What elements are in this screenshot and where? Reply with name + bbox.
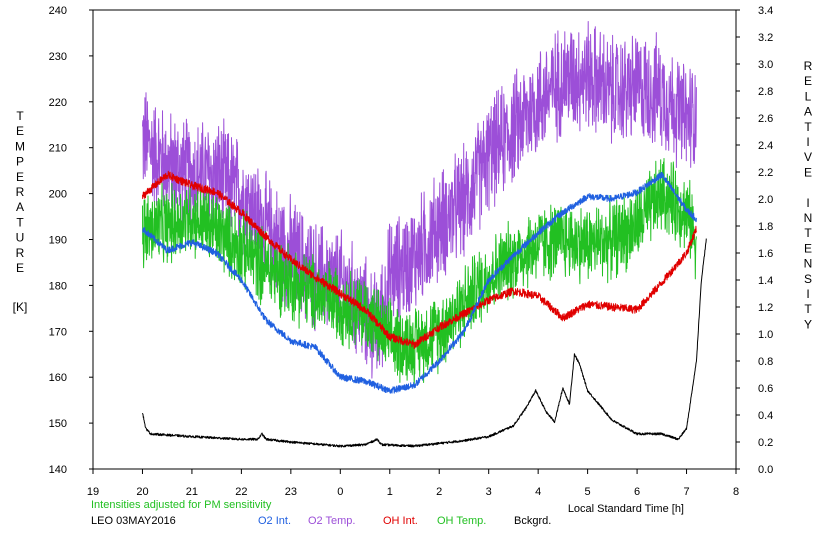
right-axis-letter: N bbox=[804, 211, 813, 225]
right-axis-letter: N bbox=[804, 257, 813, 271]
x-tick-label: 22 bbox=[235, 486, 247, 498]
right-tick-label: 2.8 bbox=[758, 86, 773, 98]
left-tick-label: 230 bbox=[49, 51, 67, 63]
x-axis-label: Local Standard Time [h] bbox=[568, 503, 684, 515]
right-axis-letter: E bbox=[804, 165, 812, 179]
x-tick-label: 5 bbox=[585, 486, 591, 498]
right-axis-letter: I bbox=[806, 135, 809, 149]
left-tick-label: 190 bbox=[49, 235, 67, 247]
right-tick-label: 2.6 bbox=[758, 113, 773, 125]
left-tick-label: 140 bbox=[49, 464, 67, 476]
right-tick-label: 1.6 bbox=[758, 248, 773, 260]
right-tick-label: 0.6 bbox=[758, 383, 773, 395]
right-tick-label: 0.4 bbox=[758, 410, 773, 422]
right-tick-label: 2.2 bbox=[758, 167, 773, 179]
x-tick-label: 21 bbox=[186, 486, 198, 498]
x-tick-label: 1 bbox=[387, 486, 393, 498]
right-tick-label: 2.0 bbox=[758, 194, 773, 206]
right-tick-label: 1.0 bbox=[758, 329, 773, 341]
x-tick-label: 2 bbox=[436, 486, 442, 498]
legend-o2-int: O2 Int. bbox=[258, 515, 291, 527]
x-tick-label: 7 bbox=[683, 486, 689, 498]
right-tick-label: 0.8 bbox=[758, 356, 773, 368]
right-axis-letter: I bbox=[806, 287, 809, 301]
legend: O2 Int. O2 Temp. OH Int. OH Temp. Bckgrd… bbox=[258, 515, 551, 527]
right-axis-letter: E bbox=[804, 241, 812, 255]
right-tick-label: 1.8 bbox=[758, 221, 773, 233]
right-tick-label: 3.2 bbox=[758, 32, 773, 44]
right-axis-letter: S bbox=[804, 272, 812, 286]
series-bckgrd-line bbox=[142, 238, 707, 448]
right-axis-letter: Y bbox=[804, 317, 812, 331]
station-label: LEO 03MAY2016 bbox=[91, 515, 176, 527]
legend-o2-temp: O2 Temp. bbox=[308, 515, 356, 527]
x-tick-label: 23 bbox=[285, 486, 297, 498]
right-tick-label: 3.0 bbox=[758, 59, 773, 71]
series-oh-int-line bbox=[142, 170, 697, 350]
left-axis-ticks: 140 150 160 170 180 190 200 210 220 230 240 bbox=[49, 5, 93, 476]
right-axis-letter: V bbox=[804, 150, 812, 164]
left-axis-unit: [K] bbox=[13, 300, 28, 314]
right-axis-letter: T bbox=[804, 302, 812, 316]
right-axis-ticks: 0.0 0.2 0.4 0.6 0.8 1.0 1.2 1.4 1.6 1.8 2.0 2.2 2.4 2… bbox=[736, 5, 773, 476]
left-tick-label: 150 bbox=[49, 418, 67, 430]
left-tick-label: 170 bbox=[49, 326, 67, 338]
series-layer bbox=[142, 21, 707, 448]
left-axis-letter: P bbox=[16, 155, 24, 169]
legend-bckgrd: Bckgrd. bbox=[514, 515, 551, 527]
left-axis-letter: R bbox=[16, 185, 25, 199]
right-tick-label: 1.2 bbox=[758, 302, 773, 314]
left-tick-label: 210 bbox=[49, 143, 67, 155]
left-axis-letter: E bbox=[16, 170, 24, 184]
right-axis-letter: R bbox=[804, 59, 813, 73]
right-tick-label: 1.4 bbox=[758, 275, 773, 287]
left-axis-letter: U bbox=[16, 231, 25, 245]
legend-oh-temp: OH Temp. bbox=[437, 515, 486, 527]
sensitivity-note: Intensities adjusted for PM sensitivity bbox=[91, 499, 272, 511]
left-axis-letter: T bbox=[16, 109, 24, 123]
right-tick-label: 0.2 bbox=[758, 437, 773, 449]
x-tick-label: 3 bbox=[486, 486, 492, 498]
right-axis-letter: L bbox=[805, 89, 812, 103]
x-tick-label: 4 bbox=[535, 486, 541, 498]
right-axis-letter: A bbox=[804, 105, 812, 119]
left-axis-letter: R bbox=[16, 246, 25, 260]
series-oh-temp-line bbox=[142, 158, 697, 389]
right-axis-letter: T bbox=[804, 120, 812, 134]
x-tick-label: 19 bbox=[87, 486, 99, 498]
left-axis-letter: T bbox=[16, 215, 24, 229]
left-axis-letter: E bbox=[16, 261, 24, 275]
x-tick-label: 0 bbox=[337, 486, 343, 498]
x-axis-ticks: 19 20 21 22 23 0 1 2 3 4 5 6 7 8 bbox=[87, 469, 739, 498]
series-o2-temp-line bbox=[142, 21, 697, 379]
x-tick-label: 6 bbox=[634, 486, 640, 498]
x-tick-label: 8 bbox=[733, 486, 739, 498]
right-axis-letter: I bbox=[806, 196, 809, 210]
right-axis-letter: E bbox=[804, 74, 812, 88]
left-tick-label: 200 bbox=[49, 189, 67, 201]
left-tick-label: 240 bbox=[49, 5, 67, 17]
legend-oh-int: OH Int. bbox=[383, 515, 418, 527]
left-tick-label: 220 bbox=[49, 97, 67, 109]
right-tick-label: 2.4 bbox=[758, 140, 773, 152]
left-axis-letter: A bbox=[16, 200, 24, 214]
x-tick-label: 20 bbox=[136, 486, 148, 498]
left-tick-label: 180 bbox=[49, 280, 67, 292]
right-tick-label: 0.0 bbox=[758, 464, 773, 476]
series-o2-int-line bbox=[142, 171, 697, 394]
right-tick-label: 3.4 bbox=[758, 5, 773, 17]
left-axis-letter: M bbox=[15, 139, 25, 153]
left-axis-letter: E bbox=[16, 124, 24, 138]
right-axis-letter: T bbox=[804, 226, 812, 240]
left-tick-label: 160 bbox=[49, 372, 67, 384]
